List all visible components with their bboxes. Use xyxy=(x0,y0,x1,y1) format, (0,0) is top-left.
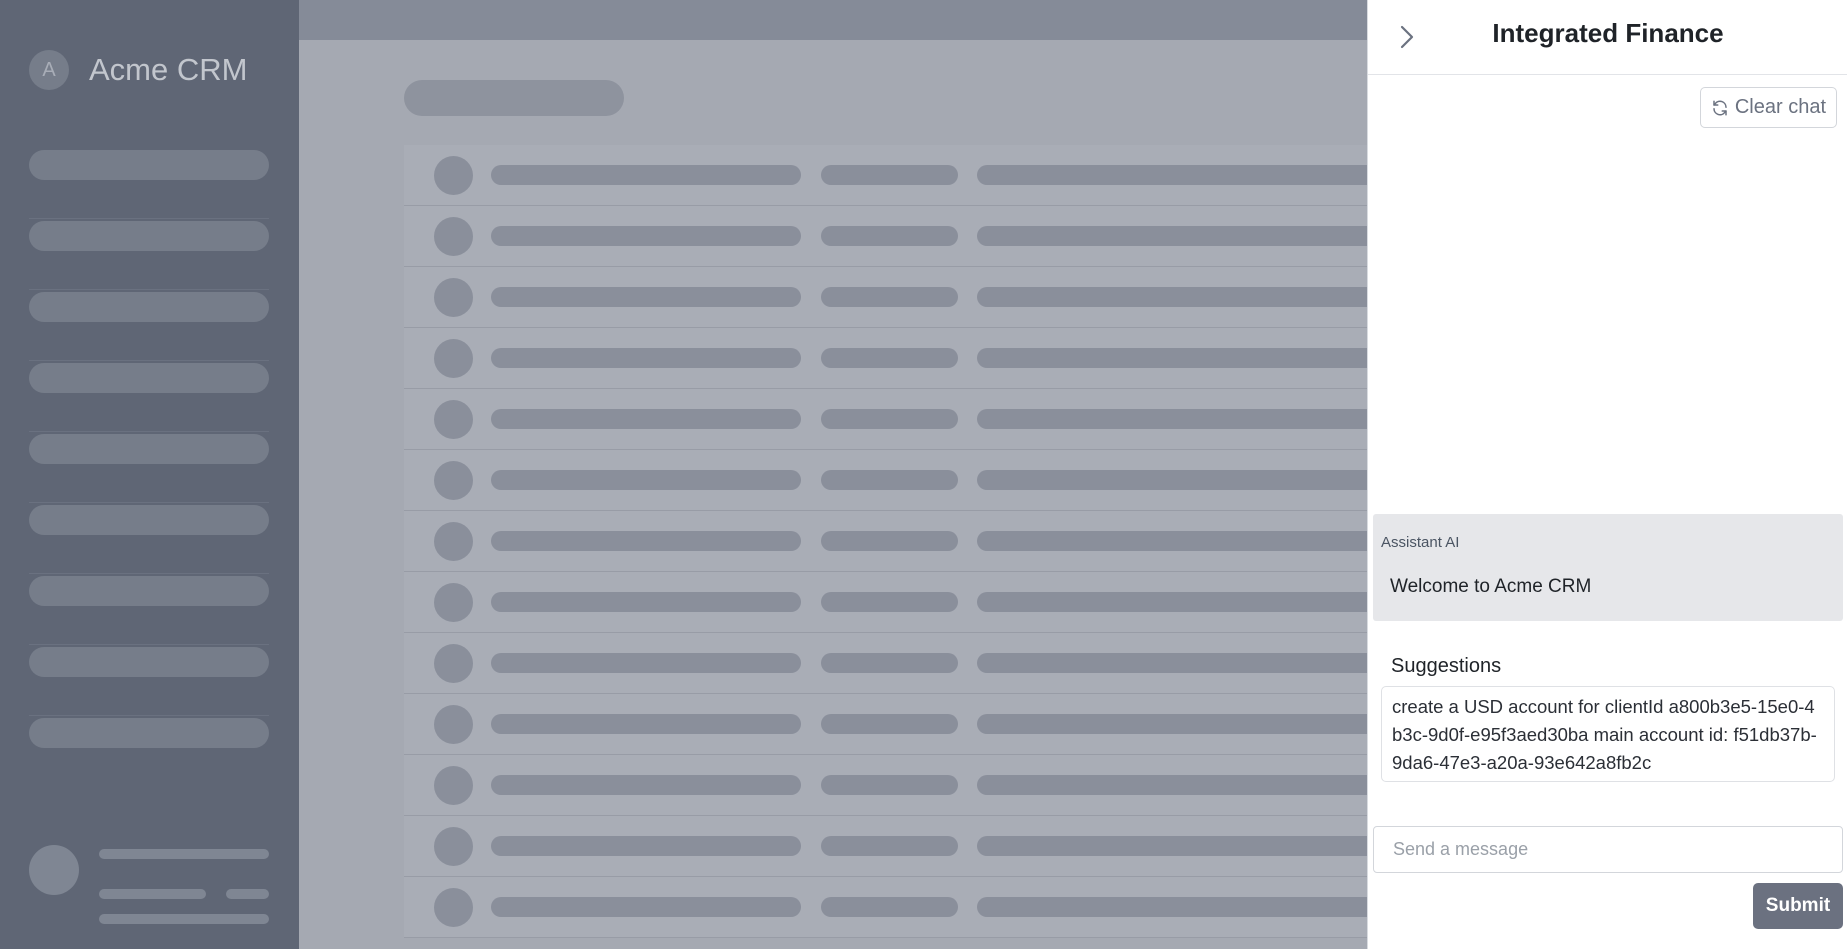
chat-drawer: Integrated Finance Clear chat Assistant … xyxy=(1367,0,1847,949)
table-row xyxy=(404,450,1504,511)
suggestion-item[interactable]: create a USD account for clientId a800b3… xyxy=(1381,686,1835,782)
brand: A Acme CRM xyxy=(29,50,247,90)
message-text: Welcome to Acme CRM xyxy=(1390,576,1592,597)
table-row xyxy=(404,877,1504,938)
submit-button[interactable]: Submit xyxy=(1753,883,1843,929)
message-author: Assistant AI xyxy=(1381,534,1460,551)
table-row xyxy=(404,389,1504,450)
clear-chat-label: Clear chat xyxy=(1734,96,1826,118)
user-profile-skeleton xyxy=(29,845,269,925)
brand-name: Acme CRM xyxy=(89,52,248,87)
clear-chat-button[interactable]: Clear chat xyxy=(1699,87,1837,128)
nav-item-skeleton xyxy=(29,645,269,716)
nav-item-skeleton xyxy=(29,148,269,219)
brand-avatar: A xyxy=(29,50,69,90)
drawer-header: Integrated Finance xyxy=(1368,0,1847,75)
table-row xyxy=(404,145,1504,206)
drawer-title: Integrated Finance xyxy=(1492,18,1724,48)
table-row xyxy=(404,816,1504,877)
chevron-right-icon xyxy=(1400,25,1414,49)
table-row xyxy=(404,755,1504,816)
table-skeleton xyxy=(404,145,1504,938)
table-row xyxy=(404,633,1504,694)
nav-item-skeleton xyxy=(29,361,269,432)
sidebar: A Acme CRM xyxy=(0,0,299,949)
table-row xyxy=(404,694,1504,755)
table-row xyxy=(404,267,1504,328)
table-row xyxy=(404,572,1504,633)
nav-item-skeleton xyxy=(29,290,269,361)
table-row xyxy=(404,206,1504,267)
assistant-message: Assistant AI Welcome to Acme CRM xyxy=(1373,514,1843,621)
table-row xyxy=(404,511,1504,572)
table-row xyxy=(404,328,1504,389)
suggestions-title: Suggestions xyxy=(1391,655,1502,677)
avatar xyxy=(29,845,79,895)
nav-item-skeleton xyxy=(29,574,269,645)
sidebar-nav-skeleton xyxy=(29,148,269,787)
message-input[interactable] xyxy=(1373,826,1843,873)
nav-item-skeleton xyxy=(29,716,269,787)
nav-item-skeleton xyxy=(29,219,269,290)
page-title-skeleton xyxy=(404,80,624,116)
nav-item-skeleton xyxy=(29,503,269,574)
collapse-drawer-button[interactable] xyxy=(1392,22,1422,52)
nav-item-skeleton xyxy=(29,432,269,503)
refresh-icon xyxy=(1711,99,1729,117)
